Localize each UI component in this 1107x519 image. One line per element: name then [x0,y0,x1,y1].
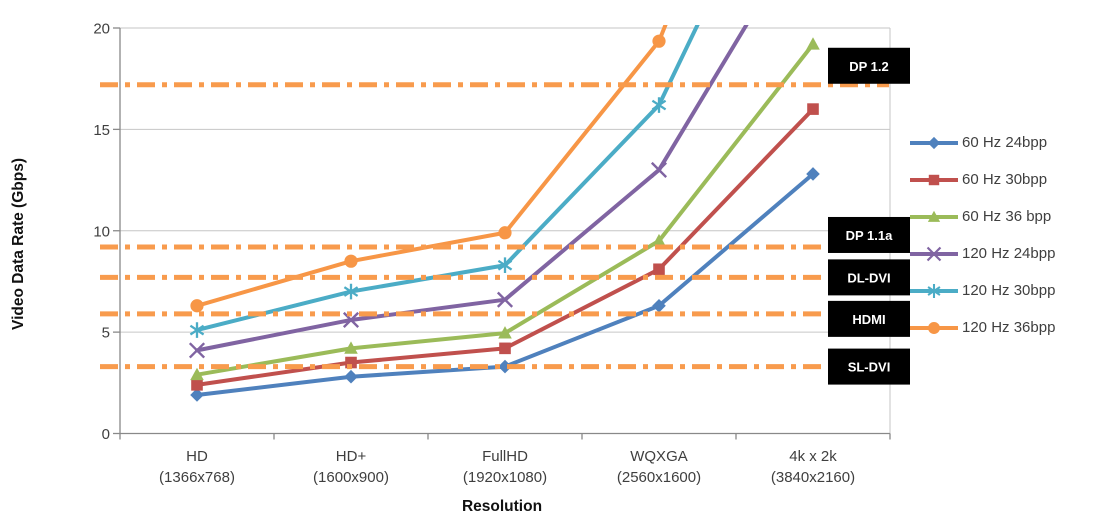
triangle-marker-icon [190,367,204,381]
diamond-marker-icon [927,136,941,149]
legend-label: 60 Hz 30bpp [962,171,1048,188]
asterisk-marker-icon [651,97,667,113]
legend-label: 120 Hz 24bpp [962,245,1056,262]
category-sublabel: (3840x2160) [771,469,855,486]
category-label: FullHD [482,448,528,465]
square-marker-icon [807,103,819,115]
square-marker-icon [191,379,203,391]
circle-marker-icon [498,226,512,240]
legend-label: 120 Hz 36bpp [962,319,1056,336]
reference-label-text: HDMI [852,312,885,327]
series-60-hz-36-bpp [190,37,820,381]
asterisk-marker-icon [343,283,359,300]
legend-square-marker-icon [910,174,958,185]
reference-label-text: DP 1.1a [846,228,894,243]
y-tick-label: 20 [93,21,110,38]
square-marker-icon [928,174,940,185]
asterisk-marker-icon [927,283,941,298]
category-label: HD+ [336,448,367,465]
legend-item-60-hz-24bpp: 60 Hz 24bpp [908,124,1055,161]
category-sublabel: (2560x1600) [617,469,701,486]
x-marker-icon [650,161,668,178]
circle-marker-icon [928,321,940,334]
triangle-marker-icon [927,210,941,222]
square-marker-icon [345,356,357,369]
category-label: WQXGA [630,448,688,465]
reference-label-text: SL-DVI [848,360,891,375]
reference-label-text: DP 1.2 [849,59,889,74]
x-axis-category-labels: HD (1366x768) HD+ (1600x900) FullHD (1920x108… [159,448,855,486]
legend-item-120-hz-30bpp: 120 Hz 30bpp [908,272,1055,309]
reference-label-hdmi: HDMI [828,300,910,337]
asterisk-marker-icon [189,322,205,338]
diamond-marker-icon [498,359,512,374]
series-120-hz-24bpp [188,25,749,359]
x-marker-icon [496,291,514,308]
y-axis-title: Video Data Rate (Gbps) [10,158,27,330]
legend-asterisk-marker-icon [910,283,958,298]
y-axis-tick-labels: 0 5 10 15 20 [93,21,110,444]
triangle-marker-icon [806,37,820,50]
reference-label-sl-dvi: SL-DVI [828,348,910,385]
circle-marker-icon [190,299,204,313]
legend-diamond-marker-icon [910,136,958,149]
series-120-hz-30bpp [189,25,700,338]
legend-item-60-hz-36-bpp: 60 Hz 36 bpp [908,198,1055,235]
y-tick-label: 10 [93,223,110,240]
reference-lines [100,82,889,370]
reference-label-dl-dvi: DL-DVI [828,259,910,296]
asterisk-marker-icon [497,257,513,274]
category-sublabel: (1600x900) [313,469,389,486]
legend-item-60-hz-30bpp: 60 Hz 30bpp [908,161,1055,198]
legend-item-120-hz-36bpp: 120 Hz 36bpp [908,309,1055,346]
legend-label: 60 Hz 36 bpp [962,208,1052,225]
y-tick-label: 5 [102,325,110,342]
category-label: 4k x 2k [789,448,837,465]
category-label: HD [186,448,208,465]
reference-label-text: DL-DVI [847,270,890,285]
reference-label-dp-1-1a: DP 1.1a [828,216,910,253]
circle-marker-icon [344,254,358,268]
square-marker-icon [653,263,665,276]
circle-marker-icon [652,34,666,48]
x-axis-title: Resolution [461,498,543,515]
legend: 60 Hz 24bpp 60 Hz 30bpp 60 Hz 36 bpp 120 Hz… [908,124,1055,346]
diamond-marker-icon [190,388,204,402]
triangle-marker-icon [498,326,512,339]
x-marker-icon [926,246,942,261]
legend-label: 60 Hz 24bpp [962,134,1048,151]
legend-x-marker-icon [910,246,958,261]
y-tick-label: 0 [102,426,110,443]
x-marker-icon [188,342,206,359]
reference-label-dp-1-2: DP 1.2 [828,47,910,84]
category-sublabel: (1920x1080) [463,469,547,486]
triangle-marker-icon [652,233,666,247]
y-tick-label: 15 [93,122,110,139]
diamond-marker-icon [344,369,358,384]
axes [113,27,891,440]
legend-item-120-hz-24bpp: 120 Hz 24bpp [908,235,1055,272]
category-sublabel: (1366x768) [159,469,235,486]
x-marker-icon [342,311,360,329]
legend-label: 120 Hz 30bpp [962,282,1056,299]
triangle-marker-icon [344,341,358,354]
legend-circle-marker-icon [910,321,958,334]
series-60-hz-30bpp [191,103,819,391]
square-marker-icon [499,342,511,355]
legend-triangle-marker-icon [910,210,958,222]
